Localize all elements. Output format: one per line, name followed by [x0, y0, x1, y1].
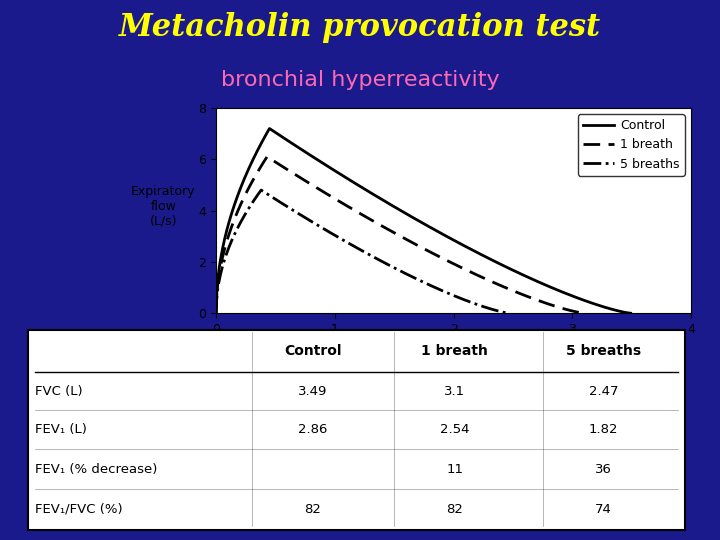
Text: Metacholin provocation test: Metacholin provocation test	[119, 12, 601, 43]
FancyBboxPatch shape	[28, 330, 685, 530]
5 breaths	[479, 303, 487, 309]
X-axis label: Volume (L): Volume (L)	[416, 341, 491, 355]
5 breaths	[212, 310, 220, 316]
Control	[220, 235, 229, 242]
1 breath	[546, 301, 554, 308]
1 breath	[263, 153, 271, 160]
Text: 82: 82	[446, 503, 463, 516]
Text: 2.86: 2.86	[298, 423, 328, 436]
Line: 5 breaths: 5 breaths	[216, 190, 510, 313]
Line: 1 breath: 1 breath	[216, 157, 585, 313]
Text: bronchial hyperreactivity: bronchial hyperreactivity	[221, 70, 499, 90]
1 breath	[220, 247, 229, 253]
Text: 5 breaths: 5 breaths	[566, 345, 642, 359]
Control	[252, 150, 261, 156]
Text: 2.47: 2.47	[589, 385, 618, 398]
5 breaths	[219, 260, 228, 267]
Text: 11: 11	[446, 463, 463, 476]
Text: 82: 82	[304, 503, 321, 516]
Legend: Control, 1 breath, 5 breaths: Control, 1 breath, 5 breaths	[578, 114, 685, 176]
Text: Expiratory
flow
(L/s): Expiratory flow (L/s)	[131, 185, 196, 228]
Control	[588, 300, 596, 306]
5 breaths	[246, 203, 254, 210]
Control	[275, 132, 284, 138]
5 breaths	[490, 307, 499, 313]
Control	[605, 305, 613, 312]
5 breaths	[264, 191, 272, 198]
Text: 74: 74	[595, 503, 612, 516]
5 breaths	[222, 249, 231, 255]
Text: 1 breath: 1 breath	[421, 345, 488, 359]
Text: FVC (L): FVC (L)	[35, 385, 83, 398]
Text: FEV₁ (L): FEV₁ (L)	[35, 423, 87, 436]
1 breath	[561, 306, 570, 312]
Text: 2.54: 2.54	[440, 423, 469, 436]
Control	[626, 310, 635, 316]
Text: 3.1: 3.1	[444, 385, 465, 398]
1 breath	[212, 310, 220, 316]
Text: 3.49: 3.49	[298, 385, 328, 398]
Control	[265, 125, 274, 132]
Text: Control: Control	[284, 345, 341, 359]
1 breath	[251, 174, 259, 180]
1 breath	[580, 310, 589, 316]
5 breaths	[505, 310, 514, 316]
1 breath	[271, 159, 280, 165]
Text: 1.82: 1.82	[589, 423, 618, 436]
Text: FEV₁ (% decrease): FEV₁ (% decrease)	[35, 463, 158, 476]
Control	[212, 310, 220, 316]
1 breath	[224, 233, 233, 239]
Control	[225, 219, 233, 225]
5 breaths	[257, 187, 266, 193]
Text: 36: 36	[595, 463, 612, 476]
Line: Control: Control	[216, 129, 631, 313]
Text: FEV₁/FVC (%): FEV₁/FVC (%)	[35, 503, 123, 516]
